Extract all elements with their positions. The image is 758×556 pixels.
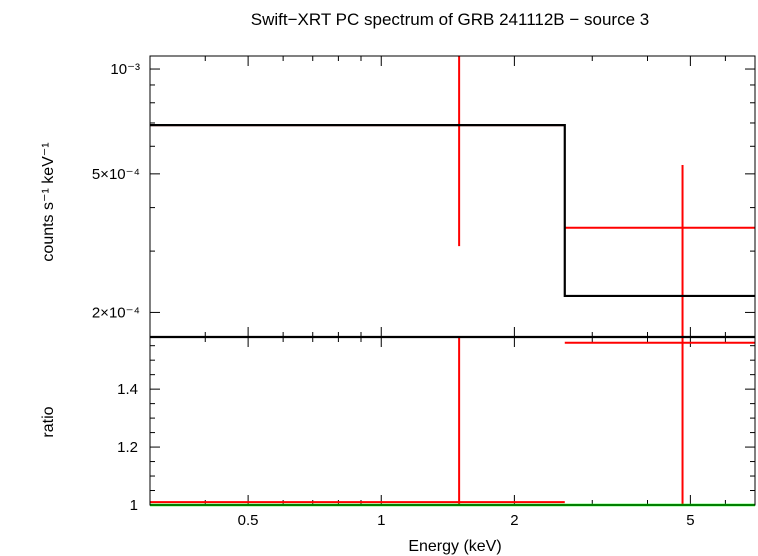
bottom-panel-ylabel: ratio (40, 406, 57, 437)
x-axis-label: Energy (keV) (408, 538, 501, 555)
bottom-y-tick-label: 1.2 (117, 439, 138, 456)
top-panel-ylabel: counts s⁻¹ keV⁻¹ (40, 142, 57, 261)
x-tick-label: 0.5 (238, 512, 259, 529)
bottom-panel-series (150, 337, 755, 507)
x-tick-label: 1 (377, 512, 385, 529)
bottom-panel-ticks (149, 337, 756, 506)
top-panel-frame (149, 55, 756, 338)
top-y-tick-label: 2×10⁻⁴ (92, 304, 140, 321)
bottom-panel-frame (149, 336, 756, 506)
top-panel-series (150, 56, 755, 337)
x-tick-label: 5 (686, 512, 694, 529)
x-tick-label: 2 (510, 512, 518, 529)
bottom-y-tick-label: 1.4 (117, 381, 138, 398)
top-y-tick-label: 10⁻³ (110, 61, 140, 78)
bottom-y-tick-label: 1 (130, 497, 138, 514)
top-panel-ticks (149, 56, 756, 337)
top-y-tick-label: 5×10⁻⁴ (92, 166, 140, 183)
panel-frames (149, 55, 756, 506)
model-step-line (150, 124, 755, 298)
chart-title: Swift−XRT PC spectrum of GRB 241112B − s… (251, 10, 649, 29)
tick-labels: 0.5 1 2 5 10⁻³ 5×10⁻⁴ 2×10⁻⁴ 1 1.2 1.4 (92, 61, 695, 529)
